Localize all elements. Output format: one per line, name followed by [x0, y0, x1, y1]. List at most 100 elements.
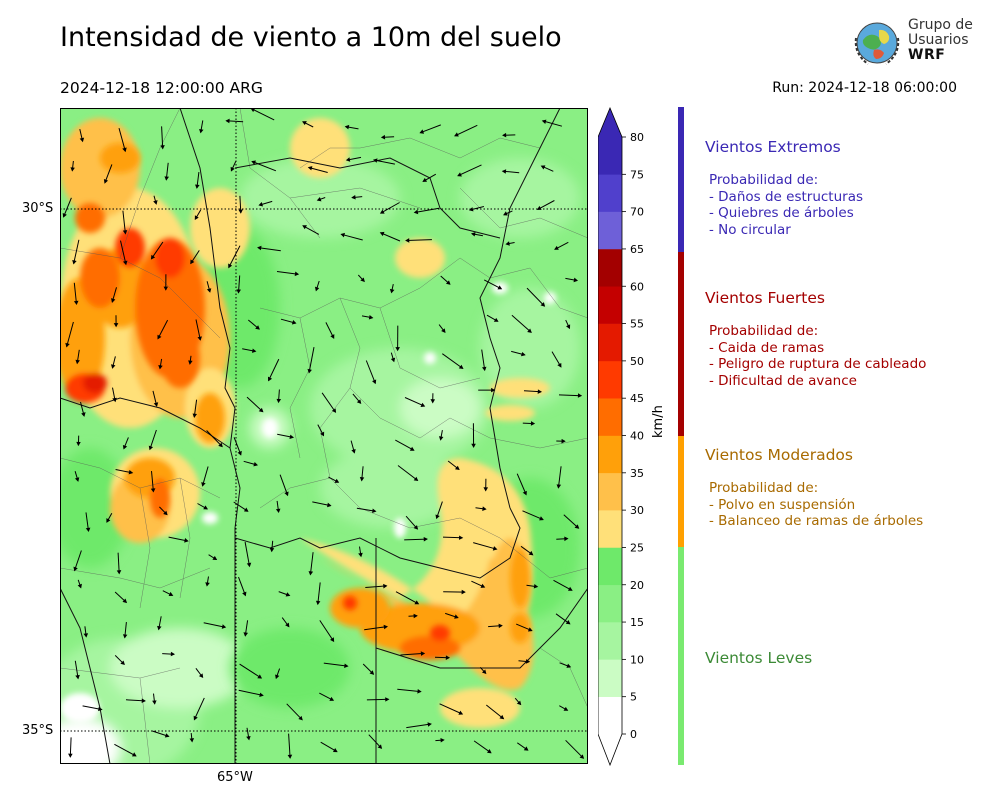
wind-arrow-head: [577, 393, 583, 398]
colorbar-segment: [598, 584, 622, 623]
wind-arrow: [63, 197, 72, 217]
wind-arrow: [74, 550, 82, 571]
wind-arrow-head: [225, 118, 230, 124]
wind-arrow-head: [111, 298, 116, 303]
wind-arrow-head: [383, 624, 389, 630]
colorbar-tick-label: 45: [630, 392, 644, 405]
wind-arrow: [397, 465, 418, 481]
wind-arrow-head: [120, 660, 125, 666]
wind-arrow-head: [122, 230, 128, 235]
wind-arrow-head: [289, 434, 295, 440]
wind-arrow-head: [246, 735, 251, 741]
wind-arrow-head: [344, 124, 350, 130]
category-item: - Quiebres de árboles: [709, 205, 854, 221]
wind-arrow-head: [284, 491, 289, 497]
wind-arrow-head: [316, 197, 322, 202]
colorbar-tick-label: 50: [630, 355, 644, 368]
wind-arrow-head: [103, 179, 109, 184]
colorbar-segment: [598, 622, 622, 660]
wind-arrow-head: [579, 754, 585, 759]
colorbar-extend-max: [598, 108, 622, 137]
colorbar-segment: [598, 510, 622, 548]
wind-arrow-head: [230, 166, 235, 172]
wind-arrow-head: [255, 325, 260, 330]
field-calm: [60, 282, 556, 723]
category-item: - Balanceo de ramas de árboles: [709, 513, 924, 529]
wrf-users-logo: Grupo de Usuarios WRF: [848, 16, 974, 74]
wind-arrow: [73, 282, 77, 305]
wind-arrow: [321, 392, 336, 413]
wind-arrow: [366, 698, 389, 701]
colorbar-tick-label: 25: [630, 541, 644, 554]
wind-arrow-head: [390, 357, 396, 363]
wind-arrow: [537, 200, 555, 210]
wind-arrow: [252, 161, 277, 172]
wind-arrow-head: [275, 674, 280, 680]
category-body: Probabilidad de: - Daños de estructuras …: [709, 172, 863, 238]
wind-arrow-head: [330, 637, 335, 643]
wind-arrow-head: [409, 446, 415, 451]
globe-laurel-icon: [854, 22, 900, 65]
wind-arrow-head: [203, 505, 209, 510]
wind-arrow: [380, 232, 401, 242]
wind-arrow-head: [454, 614, 459, 619]
wind-arrow-head: [170, 651, 176, 657]
wind-arrow: [481, 349, 486, 371]
wind-arrow-head: [238, 209, 243, 214]
category-body: Probabilidad de: - Polvo en suspensión -…: [709, 480, 923, 530]
wind-arrow-head: [413, 613, 418, 619]
wind-arrow-head: [340, 232, 345, 238]
wind-arrow: [85, 512, 89, 532]
wind-arrow-head: [193, 715, 198, 721]
wind-arrow-head: [523, 746, 529, 751]
colorbar-tick-label: 5: [630, 691, 637, 704]
wind-arrow-head: [110, 364, 116, 369]
wind-arrow: [404, 538, 427, 541]
wind-arrow: [118, 127, 126, 152]
wind-arrow-head: [480, 583, 486, 588]
wind-arrow-head: [454, 132, 459, 137]
wind-arrow-head: [413, 209, 419, 215]
wind-arrow: [206, 430, 223, 447]
wind-arrow: [406, 239, 432, 241]
wind-arrow-head: [150, 254, 156, 260]
wind-arrow-head: [360, 277, 365, 283]
wind-arrow-head: [251, 348, 257, 353]
wind-arrow: [356, 507, 376, 512]
wind-arrow: [122, 210, 126, 234]
wind-arrow-head: [332, 748, 338, 753]
colorbar-extend-min: [598, 734, 622, 765]
wind-arrow: [414, 207, 440, 213]
wind-arrow-head: [566, 324, 571, 330]
colorbar-tick-label: 15: [630, 616, 644, 629]
wind-arrow-head: [533, 583, 539, 589]
wind-arrow-head: [257, 245, 262, 251]
wind-arrow: [319, 620, 335, 642]
wind-arrow-head: [573, 277, 578, 283]
wind-arrow-head: [106, 518, 111, 523]
wind-arrow: [406, 723, 431, 729]
wind-arrow: [149, 429, 157, 450]
wind-arrow: [553, 579, 573, 591]
category-bar-extremos: [678, 107, 684, 252]
wind-arrow-head: [527, 627, 533, 632]
colorbar-tick-label: 60: [630, 280, 644, 293]
wind-arrow-head: [275, 508, 281, 514]
category-item: - Peligro de ruptura de cableado: [709, 356, 927, 372]
colorbar-segment: [598, 659, 622, 697]
wind-arrow-head: [470, 232, 476, 237]
category-bar-fuertes: [678, 252, 684, 436]
wind-arrow: [439, 703, 463, 715]
category-intro: Probabilidad de:: [709, 480, 819, 496]
wind-arrow-head: [445, 280, 451, 285]
wind-arrow-head: [160, 145, 165, 150]
wind-arrow-head: [351, 448, 356, 454]
wind-arrow-head: [197, 336, 202, 341]
colorbar-segment: [598, 398, 622, 436]
wind-arrow: [563, 514, 579, 529]
wind-arrow-head: [423, 536, 428, 542]
wind-arrow: [317, 582, 321, 605]
wind-arrow: [557, 466, 562, 488]
wind-arrow: [239, 663, 262, 679]
wind-arrow-head: [557, 362, 562, 368]
